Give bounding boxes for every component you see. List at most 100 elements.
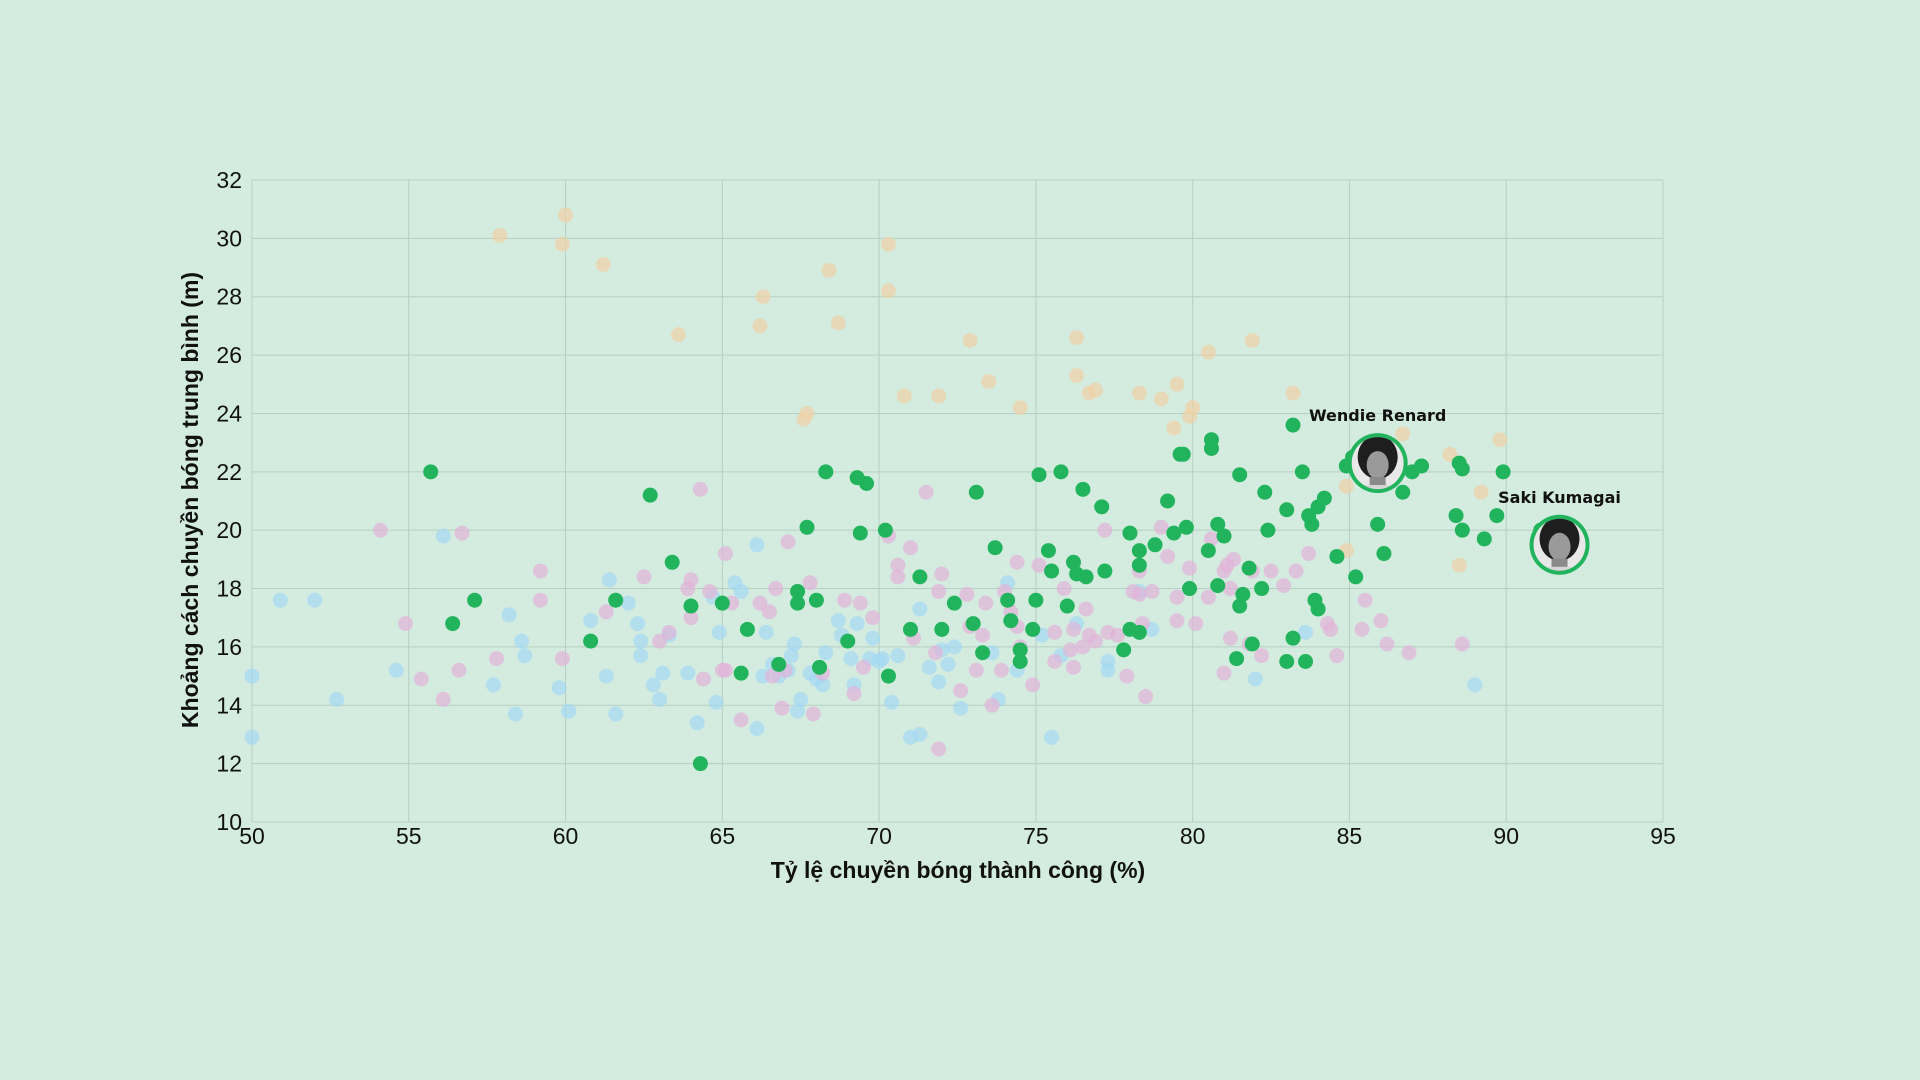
data-point-pink[interactable] — [846, 686, 862, 702]
data-point-green[interactable] — [1232, 598, 1248, 614]
data-point-pink[interactable] — [1062, 642, 1078, 658]
data-point-pink[interactable] — [1131, 586, 1147, 602]
data-point-orange[interactable] — [752, 318, 768, 334]
data-point-green[interactable] — [912, 569, 928, 585]
data-point-orange[interactable] — [821, 262, 837, 278]
data-point-pink[interactable] — [1222, 630, 1238, 646]
data-point-pink[interactable] — [1056, 581, 1072, 597]
data-point-green[interactable] — [1316, 490, 1332, 506]
data-point-green[interactable] — [608, 592, 624, 608]
data-point-pink[interactable] — [1329, 648, 1345, 664]
data-point-green[interactable] — [808, 592, 824, 608]
data-point-green[interactable] — [1241, 560, 1257, 576]
data-point-pink[interactable] — [1182, 560, 1198, 576]
data-point-orange[interactable] — [896, 388, 912, 404]
data-point-green[interactable] — [1053, 464, 1069, 480]
data-point-green[interactable] — [1235, 586, 1251, 602]
data-point-pink[interactable] — [413, 671, 429, 687]
data-point-pink[interactable] — [1097, 522, 1113, 538]
data-point-pink[interactable] — [398, 616, 414, 632]
data-point-green[interactable] — [1203, 440, 1219, 456]
data-point-green[interactable] — [1298, 654, 1314, 669]
data-point-green[interactable] — [1012, 642, 1028, 658]
data-point-pink[interactable] — [454, 525, 470, 541]
data-point-green[interactable] — [683, 598, 699, 614]
data-point-blue[interactable] — [645, 677, 661, 693]
data-point-pink[interactable] — [975, 627, 991, 643]
data-point-green[interactable] — [965, 616, 981, 632]
data-point-green[interactable] — [1012, 654, 1028, 669]
data-point-green[interactable] — [1131, 624, 1147, 640]
data-point-pink[interactable] — [902, 540, 918, 556]
data-point-blue[interactable] — [551, 680, 567, 696]
data-point-orange[interactable] — [558, 207, 574, 223]
data-point-blue[interactable] — [815, 677, 831, 693]
data-point-blue[interactable] — [630, 616, 646, 632]
data-point-pink[interactable] — [1169, 613, 1185, 629]
data-point-green[interactable] — [1147, 537, 1163, 553]
data-point-blue[interactable] — [843, 651, 859, 667]
data-point-green[interactable] — [1131, 543, 1147, 559]
data-point-green[interactable] — [1178, 519, 1194, 535]
data-point-green[interactable] — [1495, 464, 1511, 480]
data-point-blue[interactable] — [388, 662, 404, 678]
data-point-orange[interactable] — [554, 236, 570, 252]
data-point-green[interactable] — [664, 554, 680, 570]
data-point-blue[interactable] — [561, 703, 577, 719]
data-point-blue[interactable] — [912, 601, 928, 617]
data-point-pink[interactable] — [1025, 677, 1041, 693]
data-point-green[interactable] — [1040, 543, 1056, 559]
data-point-pink[interactable] — [780, 534, 796, 550]
data-point-green[interactable] — [1028, 592, 1044, 608]
data-point-green[interactable] — [902, 621, 918, 637]
data-point-pink[interactable] — [702, 583, 718, 599]
data-point-blue[interactable] — [601, 572, 617, 588]
data-point-green[interactable] — [1260, 522, 1276, 538]
data-point-green[interactable] — [423, 464, 439, 480]
data-point-green[interactable] — [1210, 516, 1226, 532]
data-point-pink[interactable] — [1031, 557, 1047, 573]
data-point-blue[interactable] — [749, 537, 765, 553]
data-point-blue[interactable] — [435, 528, 451, 544]
data-point-orange[interactable] — [1153, 391, 1169, 407]
data-point-green[interactable] — [1003, 613, 1019, 629]
data-point-pink[interactable] — [696, 671, 712, 687]
data-point-green[interactable] — [1329, 548, 1345, 564]
data-point-blue[interactable] — [758, 624, 774, 640]
data-point-orange[interactable] — [492, 227, 508, 243]
data-point-pink[interactable] — [1373, 613, 1389, 629]
data-point-pink[interactable] — [652, 633, 668, 649]
data-point-orange[interactable] — [1338, 478, 1354, 494]
data-point-orange[interactable] — [881, 283, 897, 299]
data-point-pink[interactable] — [373, 522, 389, 538]
data-point-blue[interactable] — [485, 677, 501, 693]
data-point-green[interactable] — [1000, 592, 1016, 608]
data-point-pink[interactable] — [1169, 589, 1185, 605]
data-point-pink[interactable] — [1401, 645, 1417, 661]
data-point-green[interactable] — [790, 595, 806, 611]
data-point-blue[interactable] — [786, 636, 802, 652]
data-point-green[interactable] — [739, 621, 755, 637]
data-point-green[interactable] — [445, 616, 461, 632]
data-point-blue[interactable] — [307, 592, 323, 608]
data-point-blue[interactable] — [931, 674, 947, 690]
data-point-pink[interactable] — [717, 546, 733, 562]
data-point-orange[interactable] — [1395, 426, 1411, 442]
data-point-pink[interactable] — [865, 610, 881, 626]
data-point-blue[interactable] — [711, 624, 727, 640]
data-point-pink[interactable] — [451, 662, 467, 678]
data-point-pink[interactable] — [852, 595, 868, 611]
data-point-green[interactable] — [1376, 546, 1392, 562]
data-point-blue[interactable] — [1044, 729, 1060, 745]
data-point-orange[interactable] — [1244, 333, 1260, 348]
data-point-blue[interactable] — [1298, 624, 1314, 640]
data-point-pink[interactable] — [978, 595, 994, 611]
data-point-pink[interactable] — [805, 706, 821, 722]
data-point-green[interactable] — [1448, 508, 1464, 524]
data-point-green[interactable] — [1131, 557, 1147, 573]
data-point-orange[interactable] — [1012, 400, 1028, 416]
data-point-orange[interactable] — [1169, 376, 1185, 392]
data-point-pink[interactable] — [532, 592, 548, 608]
data-point-pink[interactable] — [1075, 639, 1091, 655]
data-point-green[interactable] — [1232, 467, 1248, 483]
